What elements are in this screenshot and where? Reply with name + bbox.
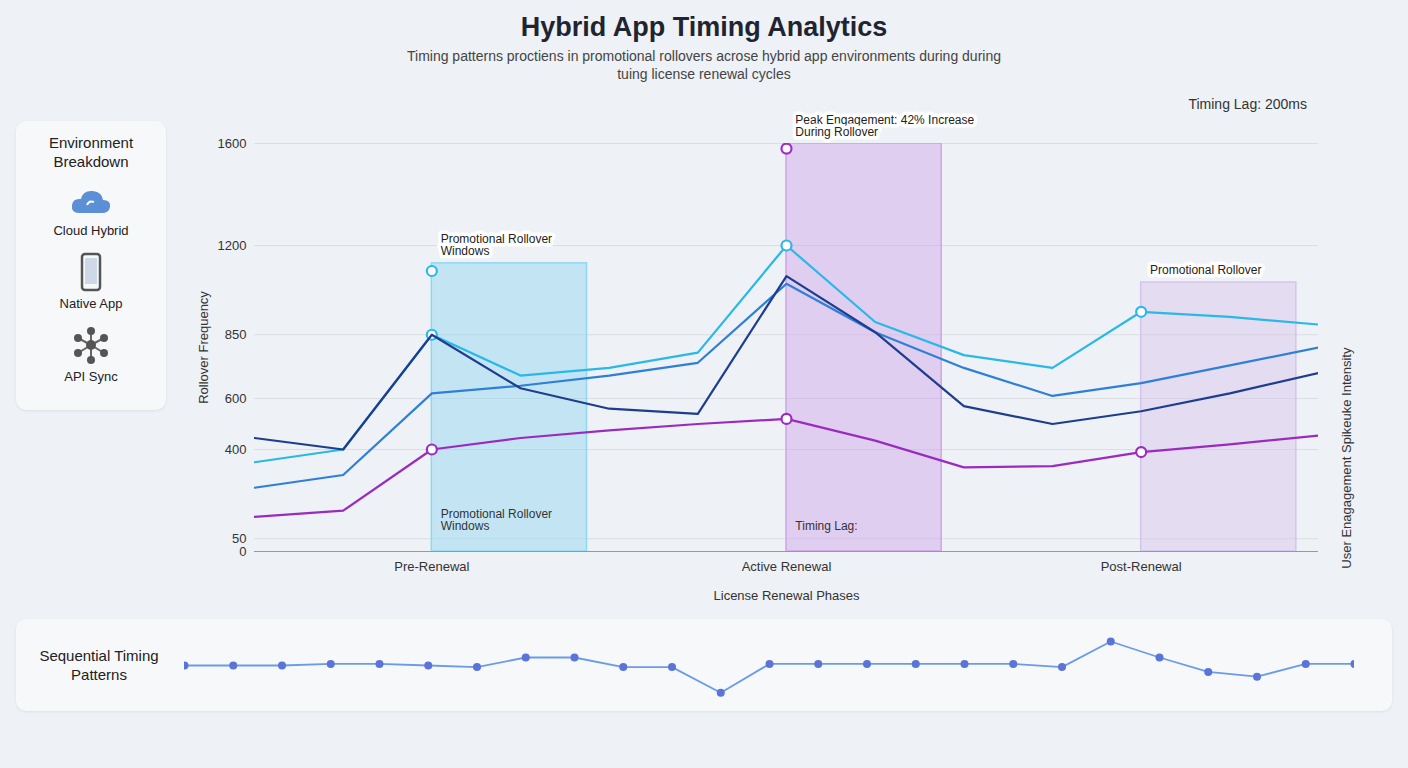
- html-text:Sequential Timing Patterns: Sequential Timing Patterns: [39, 647, 159, 683]
- html-text:Timing Lag: 200ms: Timing Lag: 200ms: [1188, 96, 1307, 112]
- svg-text:850: 850: [225, 327, 247, 342]
- svg-text:Promotional RolloverWindows: Promotional RolloverWindows: [441, 507, 552, 533]
- svg-text:0: 0: [239, 543, 247, 559]
- svg-text:License Renewal Phases: License Renewal Phases: [714, 588, 860, 603]
- svg-text:User Enagagement Spikeuke Inte: User Enagagement Spikeuke Intensity: [1339, 347, 1354, 569]
- svg-text:1600: 1600: [218, 136, 247, 151]
- svg-text:Pre-Renewal: Pre-Renewal: [394, 559, 469, 574]
- html-text:Timing patterns proctiens in p: Timing patterns proctiens in promotional…: [407, 48, 1001, 82]
- svg-text:Rollover Frequency: Rollover Frequency: [196, 291, 211, 404]
- svg-text:Promotional RolloverWindows: Promotional RolloverWindows: [441, 232, 552, 258]
- svg-text:Promotional Rollover: Promotional Rollover: [1150, 263, 1261, 277]
- svg-text:Active Renewal: Active Renewal: [742, 559, 832, 574]
- svg-text:Peak Engagement: 42% IncreaseD: Peak Engagement: 42% IncreaseDuring Roll…: [795, 113, 974, 139]
- html-text:API Sync: API Sync: [64, 369, 118, 384]
- svg-text:600: 600: [225, 391, 247, 406]
- html-text:Cloud Hybrid: Cloud Hybrid: [53, 223, 129, 238]
- html-text:Hybrid App Timing Analytics: Hybrid App Timing Analytics: [520, 12, 888, 42]
- svg-text:400: 400: [225, 442, 247, 457]
- svg-text:Post-Renewal: Post-Renewal: [1101, 559, 1182, 574]
- svg-text:1200: 1200: [218, 238, 247, 253]
- html-text:Native App: Native App: [59, 296, 123, 311]
- html-text:Environment Breakdown: Environment Breakdown: [48, 134, 134, 170]
- svg-text:50: 50: [232, 531, 246, 546]
- svg-text:Timing Lag:: Timing Lag:: [795, 519, 857, 533]
